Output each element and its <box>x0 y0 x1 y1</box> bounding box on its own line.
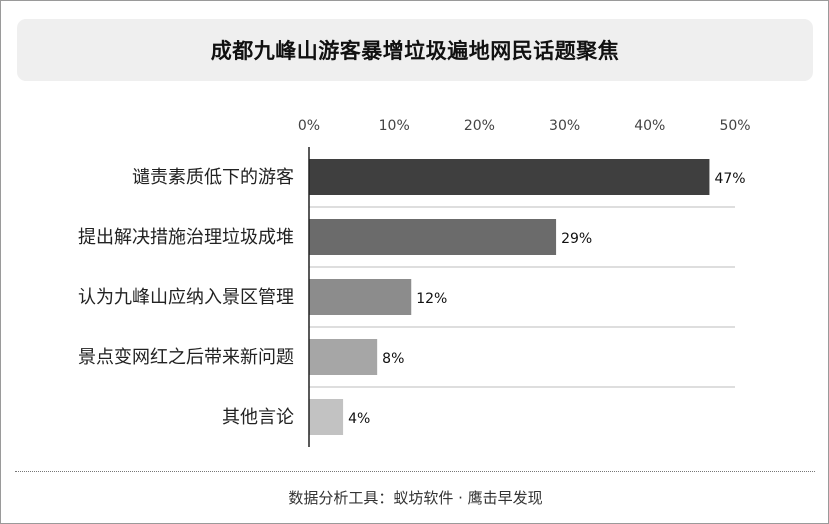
x-tick-label: 0% <box>298 118 320 134</box>
value-label: 8% <box>382 351 404 367</box>
x-tick-label: 20% <box>464 118 495 134</box>
bar <box>309 339 378 375</box>
bar <box>309 279 412 315</box>
bar <box>309 399 344 435</box>
category-label: 提出解决措施治理垃圾成堆 <box>78 227 294 248</box>
x-tick-label: 50% <box>719 118 750 134</box>
title-box: 成都九峰山游客暴增垃圾遍地网民话题聚焦 <box>17 19 813 81</box>
value-label: 47% <box>714 171 745 187</box>
category-label: 认为九峰山应纳入景区管理 <box>78 287 294 308</box>
category-label: 其他言论 <box>222 407 294 428</box>
x-tick-label: 40% <box>634 118 665 134</box>
value-label: 4% <box>348 411 370 427</box>
x-tick-label: 10% <box>379 118 410 134</box>
value-label: 12% <box>416 291 447 307</box>
footer-source: 数据分析工具：蚁坊软件 · 鹰击早发现 <box>288 489 543 507</box>
category-label: 景点变网红之后带来新问题 <box>78 347 294 368</box>
value-label: 29% <box>561 231 592 247</box>
x-tick-label: 30% <box>549 118 580 134</box>
chart-title: 成都九峰山游客暴增垃圾遍地网民话题聚焦 <box>210 39 620 63</box>
bar <box>309 159 710 195</box>
footer-divider <box>15 471 815 472</box>
bar <box>309 219 557 255</box>
category-label: 谴责素质低下的游客 <box>132 167 294 188</box>
bar-chart: 0% 10% 20% 30% 40% 50% 谴责素质低下的游客 47% 提出解决措施治理垃圾成… <box>78 118 751 447</box>
